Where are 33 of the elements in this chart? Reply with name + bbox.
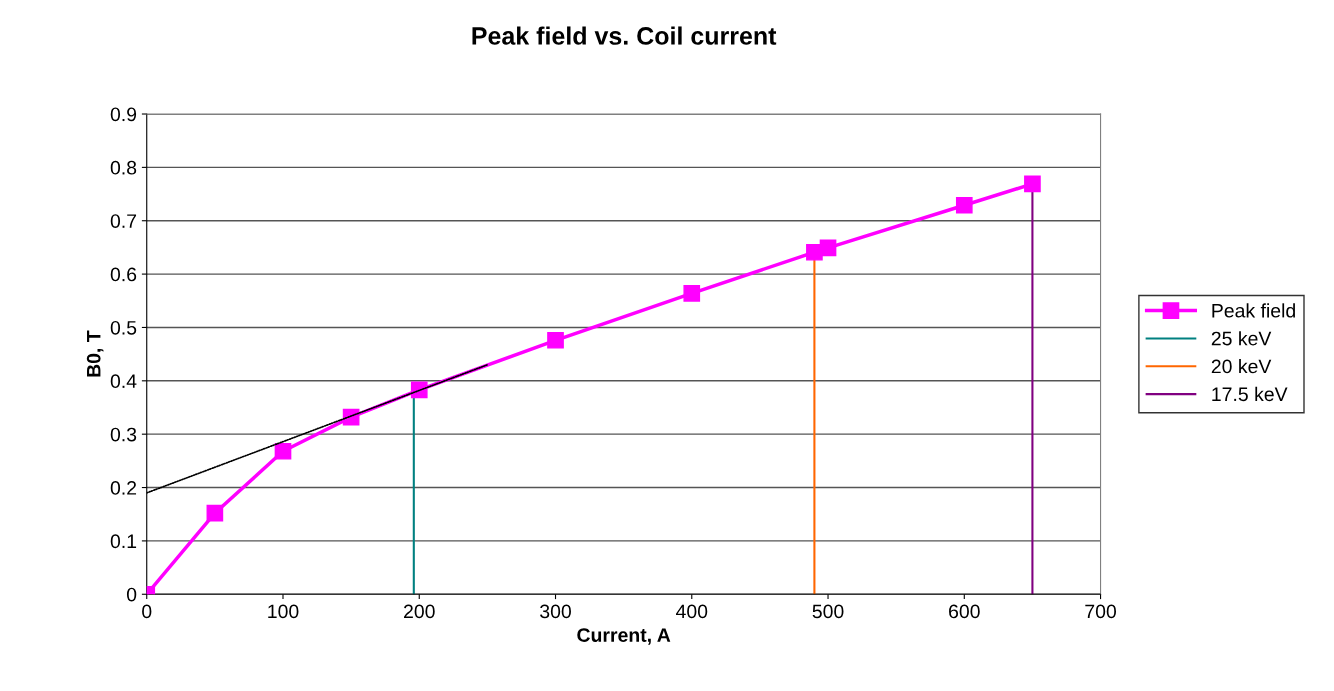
x-tick-label: 600 <box>949 604 980 619</box>
legend-label: 17.5 keV <box>1212 386 1288 402</box>
y-tick-label: 0.3 <box>110 427 137 442</box>
y-tick-label: 0 <box>126 587 137 602</box>
y-tick-label: 0.2 <box>110 481 137 495</box>
x-tick-label: 400 <box>676 604 708 619</box>
point <box>806 243 823 261</box>
x-tick-label: 300 <box>540 604 571 619</box>
point <box>819 239 837 257</box>
y-axis-title: B0, T <box>86 330 104 377</box>
point <box>955 196 973 214</box>
y-tick-label: 0.1 <box>110 534 137 549</box>
y-tick-label: 0.8 <box>110 160 137 175</box>
point <box>683 284 701 302</box>
point <box>1024 175 1041 193</box>
x-tick-label: 0 <box>142 604 152 619</box>
legend-label: 25 keV <box>1211 331 1272 346</box>
point <box>274 442 292 460</box>
x-tick-label: 200 <box>404 604 435 619</box>
point <box>206 504 224 522</box>
legend-label: Peak field <box>1212 303 1295 318</box>
y-tick-label: 0.7 <box>110 214 137 228</box>
y-tick-label: 0.9 <box>110 107 137 122</box>
point <box>547 331 564 349</box>
y-tick-label: 0.6 <box>110 267 137 282</box>
y-tick-label: 0.5 <box>110 320 137 335</box>
x-axis-title: Current, A <box>577 628 671 645</box>
chart-title: Peak field vs. Coil current <box>472 26 777 45</box>
legend-label: 20 keV <box>1211 359 1272 374</box>
y-tick-label: 0.4 <box>110 374 137 389</box>
x-tick-label: 500 <box>812 604 844 619</box>
x-tick-label: 700 <box>1085 604 1117 619</box>
x-tick-label: 100 <box>268 604 299 619</box>
